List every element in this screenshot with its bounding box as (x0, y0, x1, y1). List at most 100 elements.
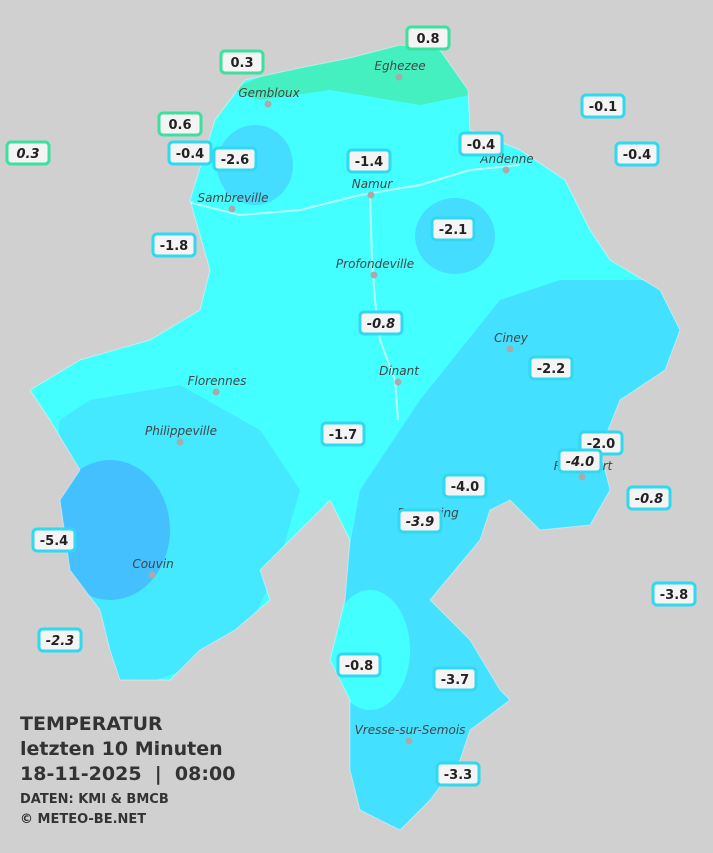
station-box (614, 141, 660, 167)
station-box (626, 485, 672, 511)
subtitle: letzten 10 Minuten (20, 738, 223, 760)
city-dot (176, 438, 184, 446)
station-box (397, 508, 443, 534)
station: -3.7 (432, 666, 478, 692)
city-label: Namur (352, 177, 394, 191)
city-dot (502, 166, 510, 174)
city-dot (395, 73, 403, 81)
station-value: -5.4 (40, 534, 68, 549)
station-value: -2.2 (537, 362, 565, 377)
city-dot (264, 100, 272, 108)
station-box (405, 25, 451, 51)
station-box (651, 581, 697, 607)
timestamp: 18-11-2025 | 08:00 (20, 763, 235, 785)
station-box (212, 146, 258, 172)
station-value: -3.7 (441, 673, 469, 688)
station: -5.4 (31, 527, 77, 553)
city-label: Dinant (379, 364, 420, 378)
city-label: Vresse-sur-Semois (355, 723, 466, 737)
city-label: Ciney (494, 331, 529, 345)
station-value: -2.3 (46, 634, 74, 649)
station-box (320, 421, 366, 447)
station: 0.3 (5, 140, 51, 166)
station-box (557, 448, 603, 474)
station: 0.6 (157, 111, 203, 137)
city-dot (506, 345, 514, 353)
station: -2.2 (528, 355, 574, 381)
station: 0.3 (219, 49, 265, 75)
city-label: Florennes (188, 374, 247, 388)
station: -0.4 (458, 131, 504, 157)
station-box (435, 761, 481, 787)
station: -2.3 (37, 627, 83, 653)
station-box (167, 140, 213, 166)
station: -2.6 (212, 146, 258, 172)
station-value: -2.1 (439, 223, 467, 238)
city-label: Eghezee (374, 59, 425, 73)
station-box (458, 131, 504, 157)
stations: 0.8 0.3 0.6 0.3 -0.4 -2.6 -1.4 -0.4 -0.1 -0.4 -2.1… (5, 25, 697, 787)
station-box (528, 355, 574, 381)
city-dot (212, 388, 220, 396)
station-value: -0.4 (467, 138, 495, 153)
station-value: -1.7 (329, 428, 357, 443)
station-box (432, 666, 478, 692)
city-label: Profondeville (336, 257, 414, 271)
station: -0.8 (358, 310, 404, 336)
station: -0.8 (336, 652, 382, 678)
copyright: © METEO-BE.NET (20, 812, 146, 827)
station: -0.4 (614, 141, 660, 167)
city-dot (367, 191, 375, 199)
city-dot (394, 378, 402, 386)
city-label: Sambreville (197, 191, 268, 205)
station: -4.0 (442, 473, 488, 499)
station: 0.8 (405, 25, 451, 51)
station-value: -0.8 (367, 317, 395, 332)
station-box (346, 148, 392, 174)
cities: EghezeeGemblouxAndenneNamurSambrevillePr… (132, 59, 614, 745)
station: -0.1 (580, 93, 626, 119)
station: -3.9 (397, 508, 443, 534)
station-value: 0.6 (168, 118, 191, 133)
station: -2.1 (430, 216, 476, 242)
station: -1.8 (151, 232, 197, 258)
city-dot (578, 473, 586, 481)
station-value: -0.4 (623, 148, 651, 163)
station-value: -2.6 (221, 153, 249, 168)
station-box (442, 473, 488, 499)
city-dot (405, 737, 413, 745)
station: -3.3 (435, 761, 481, 787)
city-label: Couvin (132, 557, 173, 571)
station-value: -0.8 (345, 659, 373, 674)
station: -3.8 (651, 581, 697, 607)
source: DATEN: KMI & BMCB (20, 792, 169, 807)
station-box (31, 527, 77, 553)
station-value: 0.3 (230, 56, 253, 71)
station-box (336, 652, 382, 678)
station-value: -4.0 (566, 455, 594, 470)
station: -0.4 (167, 140, 213, 166)
station: -0.8 (626, 485, 672, 511)
city-label: Gembloux (238, 86, 300, 100)
station-box (5, 140, 51, 166)
station-value: -3.8 (660, 588, 688, 603)
station-value: 0.8 (416, 32, 439, 47)
station-box (430, 216, 476, 242)
station-value: -2.0 (587, 437, 615, 452)
station: -4.0 (557, 448, 603, 474)
title: TEMPERATUR (20, 713, 163, 735)
station: -1.4 (346, 148, 392, 174)
station-box (580, 93, 626, 119)
station-value: -3.3 (444, 768, 472, 783)
station-box (151, 232, 197, 258)
station: -1.7 (320, 421, 366, 447)
station-value: -0.4 (176, 147, 204, 162)
city-dot (370, 271, 378, 279)
station-box (358, 310, 404, 336)
station-box (157, 111, 203, 137)
station-box (37, 627, 83, 653)
city-dot (148, 571, 156, 579)
station-value: -0.8 (635, 492, 663, 507)
city-label: Philippeville (145, 424, 217, 438)
